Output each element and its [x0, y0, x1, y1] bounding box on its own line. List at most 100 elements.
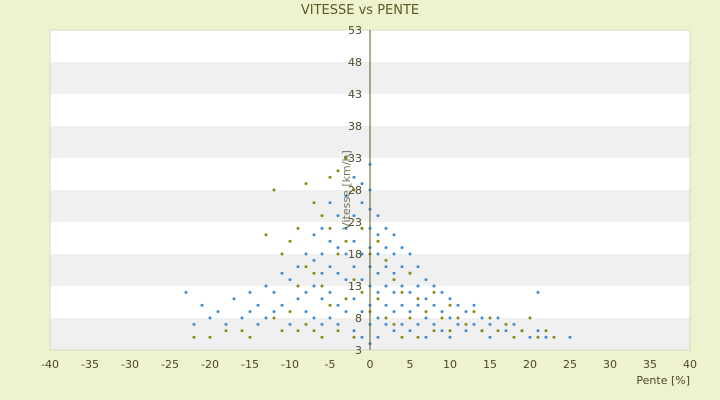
y-tick-label: 53	[348, 24, 362, 37]
data-point-olive	[392, 322, 396, 326]
data-point-olive	[408, 271, 412, 275]
data-point-blue	[360, 252, 364, 256]
data-point-blue	[384, 265, 388, 269]
data-point-blue	[320, 226, 324, 230]
data-point-olive	[344, 156, 348, 160]
data-point-olive	[424, 310, 428, 314]
data-point-olive	[344, 239, 348, 243]
data-point-olive	[456, 316, 460, 320]
series-a	[184, 162, 572, 346]
y-tick-label: 28	[348, 184, 362, 197]
data-point-blue	[344, 278, 348, 282]
data-point-blue	[328, 201, 332, 205]
data-point-olive	[432, 329, 436, 333]
y-tick-label: 3	[355, 344, 362, 357]
data-point-blue	[408, 252, 412, 256]
data-point-olive	[528, 316, 532, 320]
data-point-blue	[216, 310, 220, 314]
data-point-blue	[488, 322, 492, 326]
data-point-blue	[384, 226, 388, 230]
data-point-blue	[488, 335, 492, 339]
data-point-blue	[416, 303, 420, 307]
data-point-olive	[328, 226, 332, 230]
x-tick-label: 25	[563, 358, 577, 371]
data-point-blue	[480, 316, 484, 320]
data-point-blue	[272, 290, 276, 294]
y-tick-label: 33	[348, 152, 362, 165]
data-point-olive	[376, 297, 380, 301]
data-point-olive	[408, 316, 412, 320]
data-point-olive	[400, 290, 404, 294]
data-point-olive	[360, 226, 364, 230]
data-point-blue	[432, 322, 436, 326]
data-point-olive	[448, 329, 452, 333]
data-point-blue	[400, 303, 404, 307]
data-point-blue	[448, 297, 452, 301]
data-point-olive	[304, 322, 308, 326]
data-point-blue	[200, 303, 204, 307]
data-point-olive	[432, 290, 436, 294]
data-point-olive	[288, 239, 292, 243]
data-point-blue	[392, 233, 396, 237]
data-point-blue	[384, 303, 388, 307]
data-point-blue	[328, 316, 332, 320]
y-tick-label: 8	[355, 312, 362, 325]
data-point-blue	[352, 329, 356, 333]
y-tick-label: 48	[348, 56, 362, 69]
data-point-blue	[360, 335, 364, 339]
data-point-olive	[376, 239, 380, 243]
data-point-olive	[296, 329, 300, 333]
data-point-blue	[312, 284, 316, 288]
series-b	[192, 156, 556, 339]
data-point-blue	[536, 329, 540, 333]
data-point-blue	[376, 214, 380, 218]
data-point-blue	[352, 297, 356, 301]
data-point-blue	[416, 265, 420, 269]
data-point-blue	[288, 322, 292, 326]
data-point-blue	[328, 239, 332, 243]
data-point-blue	[472, 322, 476, 326]
data-point-blue	[208, 316, 212, 320]
data-point-blue	[400, 284, 404, 288]
data-point-blue	[264, 316, 268, 320]
data-point-blue	[376, 335, 380, 339]
x-tick-label: 20	[523, 358, 537, 371]
data-point-olive	[328, 175, 332, 179]
data-point-olive	[416, 297, 420, 301]
data-point-blue	[248, 290, 252, 294]
data-point-blue	[240, 316, 244, 320]
x-tick-label: 40	[683, 358, 697, 371]
data-point-olive	[336, 252, 340, 256]
x-axis-label: Pente [%]	[636, 374, 690, 387]
data-point-blue	[544, 335, 548, 339]
data-point-olive	[328, 303, 332, 307]
data-point-blue	[320, 322, 324, 326]
data-point-olive	[320, 284, 324, 288]
data-point-olive	[472, 310, 476, 314]
data-point-blue	[392, 329, 396, 333]
data-point-blue	[504, 329, 508, 333]
data-point-blue	[344, 194, 348, 198]
data-point-olive	[304, 182, 308, 186]
x-tick-label: -35	[81, 358, 99, 371]
data-point-blue	[312, 233, 316, 237]
data-point-blue	[320, 252, 324, 256]
data-point-blue	[424, 278, 428, 282]
x-tick-label: -10	[281, 358, 299, 371]
data-point-olive	[280, 329, 284, 333]
data-point-blue	[304, 252, 308, 256]
data-point-olive	[240, 329, 244, 333]
data-point-blue	[448, 316, 452, 320]
data-point-olive	[352, 335, 356, 339]
data-point-olive	[224, 329, 228, 333]
data-point-olive	[536, 335, 540, 339]
data-point-olive	[280, 252, 284, 256]
data-point-blue	[272, 310, 276, 314]
data-point-blue	[440, 329, 444, 333]
data-point-olive	[272, 188, 276, 192]
data-point-blue	[344, 310, 348, 314]
data-point-olive	[336, 329, 340, 333]
data-point-blue	[328, 290, 332, 294]
data-point-blue	[304, 290, 308, 294]
data-point-blue	[320, 271, 324, 275]
